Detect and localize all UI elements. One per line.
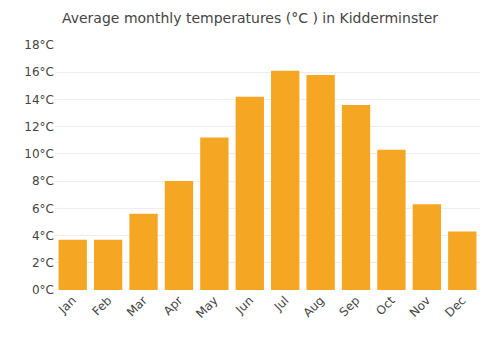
svg-text:Jul: Jul [271, 293, 292, 314]
svg-text:Dec: Dec [442, 293, 468, 319]
svg-text:Aug: Aug [301, 293, 327, 319]
svg-text:Feb: Feb [90, 293, 115, 318]
svg-text:Jan: Jan [55, 293, 79, 317]
svg-text:Nov: Nov [407, 293, 433, 319]
svg-text:0°C: 0°C [32, 283, 54, 297]
svg-text:6°C: 6°C [32, 202, 54, 216]
svg-text:Jun: Jun [232, 293, 256, 317]
svg-text:4°C: 4°C [32, 229, 54, 243]
svg-text:14°C: 14°C [24, 93, 54, 107]
svg-text:Oct: Oct [373, 293, 398, 318]
svg-text:2°C: 2°C [32, 256, 54, 270]
svg-text:8°C: 8°C [32, 174, 54, 188]
svg-text:Mar: Mar [124, 293, 150, 319]
svg-text:May: May [193, 293, 220, 320]
svg-text:Sep: Sep [337, 293, 363, 319]
svg-text:Average monthly temperatures (: Average monthly temperatures (°C ) in Ki… [62, 10, 438, 26]
svg-text:Apr: Apr [161, 293, 186, 318]
svg-text:18°C: 18°C [24, 38, 54, 52]
svg-text:16°C: 16°C [24, 65, 54, 79]
svg-text:12°C: 12°C [24, 120, 54, 134]
svg-text:10°C: 10°C [24, 147, 54, 161]
